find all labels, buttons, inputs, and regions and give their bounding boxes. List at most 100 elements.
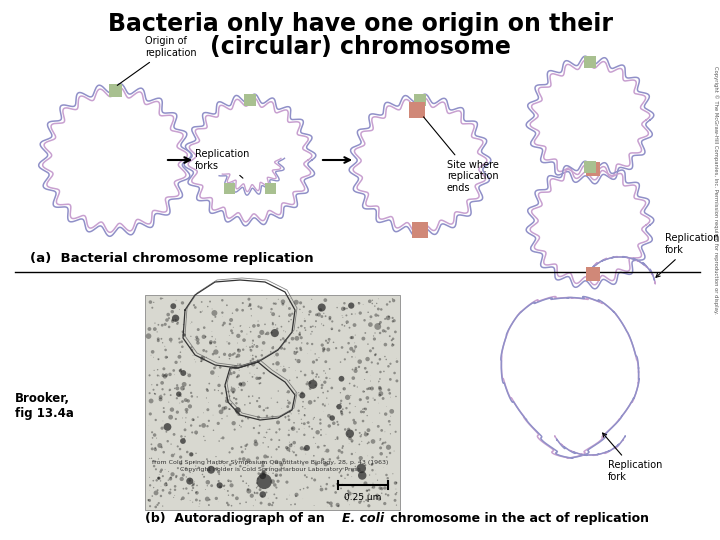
Point xyxy=(192,413,204,421)
Point xyxy=(324,313,336,322)
Point xyxy=(153,334,164,343)
Point xyxy=(224,392,235,401)
Point xyxy=(244,301,256,310)
Point xyxy=(244,343,256,352)
Point xyxy=(228,419,240,428)
Point xyxy=(155,395,166,404)
Point xyxy=(362,430,374,438)
Point xyxy=(362,398,374,407)
Point xyxy=(152,486,163,495)
Point xyxy=(154,441,166,450)
Point xyxy=(249,352,261,360)
Point xyxy=(195,308,207,316)
Point xyxy=(291,334,302,343)
Point xyxy=(331,402,343,411)
Point xyxy=(254,485,266,494)
Point xyxy=(229,349,240,358)
Point xyxy=(312,428,323,437)
Point xyxy=(375,449,387,458)
Point xyxy=(268,342,279,351)
Point xyxy=(295,346,307,354)
Point xyxy=(159,342,171,350)
Point xyxy=(341,311,352,320)
Point xyxy=(271,350,283,359)
Point xyxy=(245,351,256,360)
Point xyxy=(177,414,189,422)
Point xyxy=(323,345,334,354)
Point xyxy=(338,304,350,313)
Point xyxy=(374,320,385,328)
Point xyxy=(251,489,263,497)
Point xyxy=(156,482,167,491)
Point xyxy=(189,335,201,344)
Point xyxy=(195,357,207,366)
Point xyxy=(211,464,222,473)
Point xyxy=(300,326,311,334)
Point xyxy=(308,433,320,442)
Point xyxy=(378,327,390,335)
Point xyxy=(257,471,269,480)
Point xyxy=(250,353,261,361)
Point xyxy=(336,374,347,383)
Point xyxy=(247,339,258,348)
Point xyxy=(315,306,326,314)
Point xyxy=(381,453,392,461)
Point xyxy=(250,437,261,445)
Point xyxy=(199,472,210,481)
Point xyxy=(258,339,269,347)
Point xyxy=(213,468,225,476)
Point xyxy=(280,328,292,336)
Text: (circular) chromosome: (circular) chromosome xyxy=(210,35,510,59)
Point xyxy=(307,380,318,389)
Point xyxy=(176,465,188,474)
Point xyxy=(380,410,392,418)
Point xyxy=(235,422,247,431)
Point xyxy=(219,485,230,494)
Point xyxy=(217,321,229,329)
Point xyxy=(213,470,225,478)
Point xyxy=(209,386,220,394)
Point xyxy=(349,402,361,411)
Point xyxy=(225,316,237,325)
Point xyxy=(199,323,210,332)
Point xyxy=(300,370,311,379)
Point xyxy=(317,455,328,464)
Point xyxy=(365,377,377,386)
Point xyxy=(207,317,218,326)
Point xyxy=(170,314,181,322)
Point xyxy=(266,305,277,313)
Point xyxy=(297,397,309,406)
Point xyxy=(200,485,212,494)
Point xyxy=(357,417,369,426)
Point xyxy=(203,465,215,474)
Point xyxy=(390,428,401,436)
Point xyxy=(262,453,274,461)
Point xyxy=(177,437,189,445)
Point xyxy=(292,323,304,332)
Point xyxy=(156,424,168,433)
Point xyxy=(204,297,216,306)
Point xyxy=(248,488,260,496)
Point xyxy=(349,345,361,353)
Point xyxy=(210,342,222,351)
Point xyxy=(283,317,294,326)
Point xyxy=(353,298,364,307)
Point xyxy=(186,486,198,495)
Point xyxy=(145,481,156,490)
Point xyxy=(267,469,279,478)
Point xyxy=(307,369,318,377)
Point xyxy=(377,438,389,447)
Point xyxy=(256,328,268,337)
Point xyxy=(310,373,322,381)
Point xyxy=(262,329,274,338)
Point xyxy=(248,502,259,510)
Point xyxy=(279,366,290,375)
Point xyxy=(161,479,172,488)
Point xyxy=(272,418,284,427)
Point xyxy=(256,346,268,355)
Point xyxy=(228,323,239,332)
Point xyxy=(306,367,318,375)
Point xyxy=(336,471,347,480)
Point xyxy=(318,400,329,409)
Point xyxy=(206,327,217,336)
